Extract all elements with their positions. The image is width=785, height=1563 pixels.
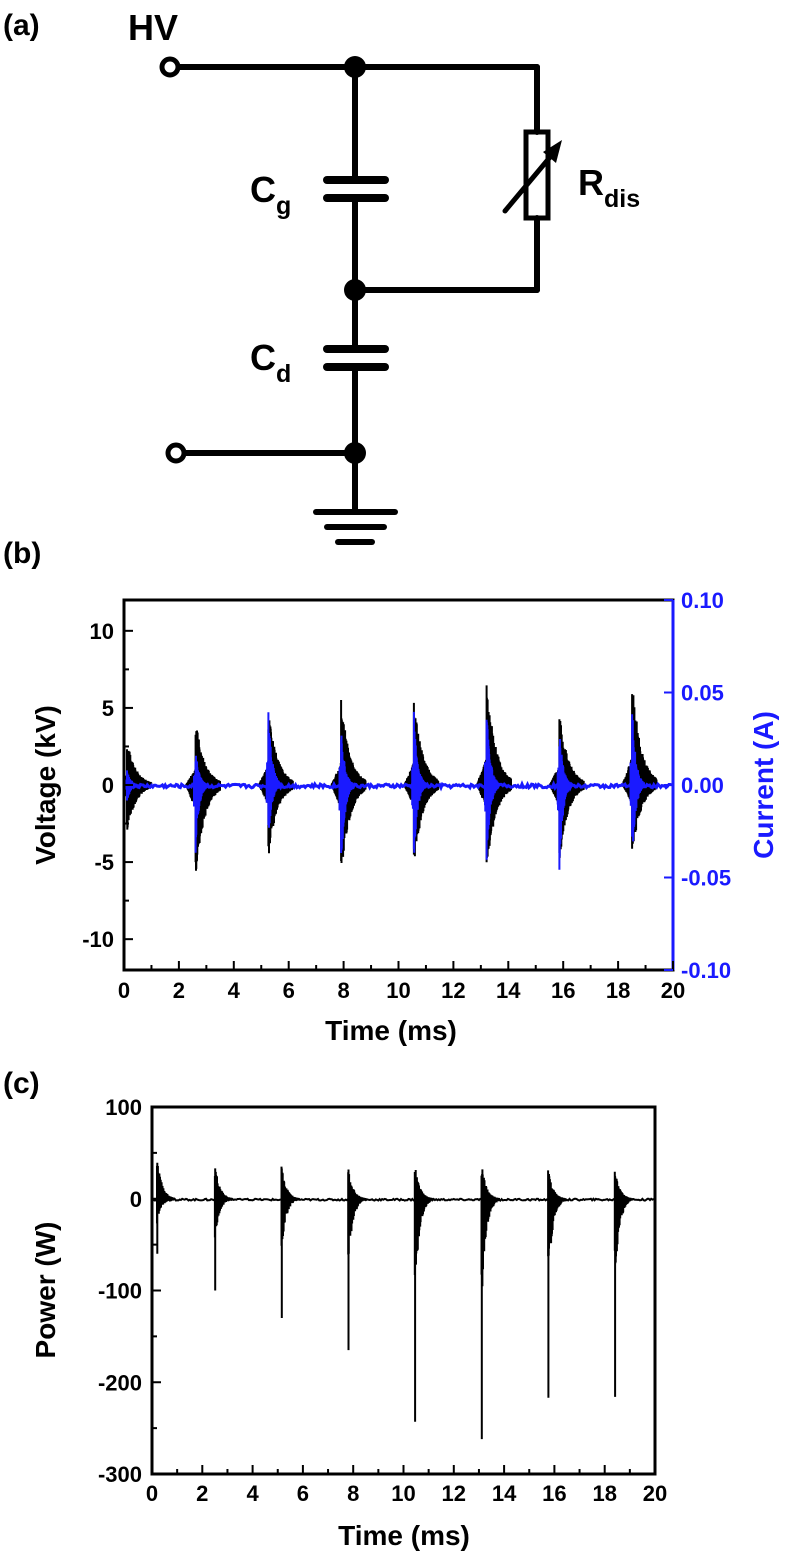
panel-a-label: (a) (3, 9, 40, 42)
chart-b-x-axis-title: Time (ms) (325, 1015, 457, 1046)
x-tick-label: 20 (643, 1481, 667, 1506)
y-tick-label: -300 (98, 1462, 142, 1487)
circuit-diagram: (a) HV (3, 7, 640, 545)
x-tick-label: 18 (592, 1481, 616, 1506)
chart-c: (c) 0 2 4 6 8 10 12 14 16 18 20 100 0 -100 -200 -300 T… (3, 1067, 667, 1551)
y2-tick-label: -0.10 (681, 958, 731, 983)
x-tick-label: 10 (391, 1481, 415, 1506)
chart-c-x-axis-title: Time (ms) (338, 1520, 470, 1551)
x-tick-label: 18 (606, 978, 630, 1003)
chart-b-y-axis-title: Voltage (kV) (30, 705, 61, 865)
y2-tick-label: 0.00 (681, 773, 724, 798)
current-pulse (556, 739, 573, 870)
cd-label: Cd (250, 337, 291, 388)
y-tick-label: 0 (102, 773, 114, 798)
rdis-label: Rdis (578, 162, 640, 213)
chart-b: (b) 0 2 4 6 8 10 12 14 16 18 20 10 5 0 -5 -10 0.10 0.05… (3, 537, 779, 1046)
y-tick-label: 10 (90, 619, 114, 644)
y2-tick-label: -0.05 (681, 866, 731, 891)
current-pulse (338, 735, 354, 853)
hv-label: HV (128, 7, 178, 48)
voltage-pulse (621, 694, 658, 849)
power-pulse (613, 1171, 634, 1397)
y-tick-label: -200 (98, 1370, 142, 1395)
power-pulse (347, 1169, 367, 1351)
chart-b-y2-axis: 0.10 0.05 0.00 -0.05 -0.10 (664, 588, 731, 983)
x-tick-label: 6 (297, 1481, 309, 1506)
power-pulse (547, 1170, 567, 1398)
voltage-pulse (185, 730, 221, 871)
x-tick-label: 6 (283, 978, 295, 1003)
y2-tick-label: 0.10 (681, 588, 724, 613)
x-tick-label: 14 (492, 1481, 517, 1506)
chart-b-y-axis: 10 5 0 -5 -10 (82, 619, 133, 952)
chart-c-traces (151, 1162, 655, 1440)
voltage-pulse (476, 685, 512, 863)
variable-arrow-head (543, 140, 562, 163)
current-pulse (265, 712, 282, 828)
x-tick-label: 8 (347, 1481, 359, 1506)
x-tick-label: 12 (441, 978, 465, 1003)
x-tick-label: 0 (118, 978, 130, 1003)
variable-arrow-shaft (502, 147, 559, 214)
power-pulse (156, 1162, 176, 1254)
x-tick-label: 0 (146, 1481, 158, 1506)
power-pulse (480, 1169, 500, 1440)
chart-c-y-axis: 100 0 -100 -200 -300 (98, 1095, 161, 1487)
chart-b-x-axis: 0 2 4 6 8 10 12 14 16 18 20 (118, 961, 685, 1003)
chart-b-traces (122, 685, 673, 871)
hv-terminal (159, 56, 181, 78)
panel-b-label: (b) (3, 537, 41, 570)
power-pulse (213, 1168, 234, 1291)
x-tick-label: 2 (196, 1481, 208, 1506)
y-tick-label: -10 (82, 927, 114, 952)
y-tick-label: -5 (94, 850, 114, 875)
x-tick-label: 16 (542, 1481, 566, 1506)
current-pulse (411, 711, 427, 853)
chart-c-y-axis-title: Power (W) (30, 1222, 61, 1359)
y-tick-label: 100 (105, 1095, 142, 1120)
cg-label: Cg (250, 169, 291, 220)
y-tick-label: 0 (130, 1187, 142, 1212)
node-middle (344, 279, 366, 301)
chart-b-y2-axis-title: Current (A) (748, 711, 779, 859)
current-baseline (122, 780, 673, 792)
chart-c-frame (150, 1105, 657, 1476)
x-tick-label: 8 (337, 978, 349, 1003)
current-pulse (629, 714, 645, 842)
current-pulse (193, 755, 209, 853)
x-tick-label: 16 (551, 978, 575, 1003)
x-tick-label: 12 (442, 1481, 466, 1506)
y-tick-label: 5 (102, 696, 114, 721)
x-tick-label: 2 (173, 978, 185, 1003)
power-pulse (413, 1170, 434, 1422)
power-baseline (151, 1197, 655, 1202)
node-top (344, 56, 366, 78)
power-pulse (280, 1166, 300, 1318)
node-bottom (344, 442, 366, 464)
x-tick-label: 4 (228, 978, 241, 1003)
panel-c-label: (c) (3, 1067, 40, 1100)
y-tick-label: -100 (98, 1279, 142, 1304)
current-pulse (484, 719, 500, 860)
x-tick-label: 10 (386, 978, 410, 1003)
ground-terminal (165, 442, 187, 464)
y2-tick-label: 0.05 (681, 681, 724, 706)
x-tick-label: 14 (496, 978, 521, 1003)
x-tick-label: 4 (246, 1481, 259, 1506)
chart-c-x-axis: 0 2 4 6 8 10 12 14 16 18 20 (146, 1465, 667, 1506)
x-tick-label: 20 (661, 978, 685, 1003)
